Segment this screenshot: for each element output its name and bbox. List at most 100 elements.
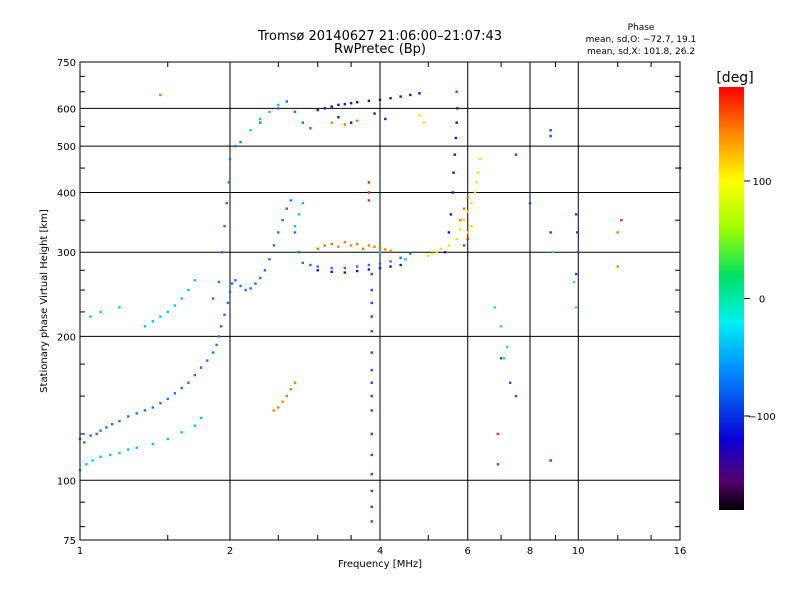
data-point: [466, 196, 469, 199]
data-point: [301, 201, 305, 205]
data-point: [343, 271, 347, 274]
data-point: [135, 446, 138, 449]
data-point: [343, 266, 347, 270]
data-point: [370, 288, 373, 292]
data-point: [370, 520, 373, 523]
data-point: [549, 459, 552, 462]
data-point: [281, 219, 284, 222]
data-point: [496, 463, 500, 466]
data-point: [496, 432, 500, 436]
data-point: [367, 263, 371, 267]
y-tick-label: 500: [57, 142, 76, 153]
colorbar-label: [deg]: [716, 70, 753, 86]
data-point: [127, 448, 130, 451]
data-point: [268, 258, 271, 261]
data-point: [151, 406, 155, 409]
data-point: [620, 219, 623, 222]
data-point: [370, 394, 373, 398]
data-point: [370, 330, 373, 333]
data-point: [239, 140, 242, 144]
data-point: [378, 262, 382, 265]
data-point: [205, 359, 209, 362]
x-tick-label: 4: [377, 546, 383, 557]
data-point: [574, 272, 578, 276]
data-point: [249, 287, 252, 290]
grid-lines: [80, 62, 680, 540]
colorbar: [719, 87, 744, 510]
data-point: [159, 315, 162, 318]
data-point: [447, 231, 451, 234]
data-point: [166, 397, 169, 401]
data-point: [293, 225, 297, 228]
data-point: [370, 489, 373, 493]
plot-frame: [79, 61, 681, 541]
data-point: [462, 219, 466, 222]
data-point: [370, 505, 373, 509]
phase-stats-o: mean, sd,O: −72.7, 19.1: [586, 35, 697, 45]
data-point: [217, 335, 221, 338]
data-point: [272, 409, 276, 412]
data-point: [159, 401, 162, 405]
data-point: [234, 144, 237, 148]
data-point: [297, 213, 301, 216]
data-point: [462, 207, 466, 210]
data-point: [435, 251, 438, 254]
data-point: [399, 263, 402, 267]
data-point: [389, 249, 392, 253]
data-point: [355, 265, 359, 268]
x-tick-label: 2: [227, 546, 233, 557]
x-axis-label: Frequency [MHz]: [338, 559, 422, 570]
data-point: [443, 251, 447, 254]
data-point: [499, 325, 503, 328]
data-point: [549, 128, 552, 132]
data-point: [99, 429, 102, 432]
data-point: [409, 93, 412, 97]
data-point: [227, 181, 231, 184]
data-point: [330, 121, 333, 124]
data-point: [225, 201, 228, 205]
data-point: [187, 381, 190, 384]
data-point: [355, 119, 359, 123]
colorbar-tick-label: 100: [752, 177, 771, 188]
data-point: [234, 279, 237, 282]
y-tick-label: 600: [57, 104, 76, 115]
data-point: [228, 290, 232, 293]
data-point: [373, 112, 376, 115]
y-tick-label: 400: [57, 188, 76, 199]
data-point: [418, 92, 421, 95]
data-point: [427, 254, 430, 257]
data-point: [451, 191, 455, 194]
data-point: [574, 213, 578, 216]
data-point: [268, 110, 271, 114]
data-point: [378, 98, 382, 102]
data-point: [293, 231, 297, 234]
data-point: [159, 93, 162, 97]
data-point: [373, 245, 376, 248]
data-point: [470, 201, 473, 205]
data-point: [418, 114, 421, 117]
data-point: [455, 121, 458, 124]
data-point: [475, 181, 478, 184]
data-point: [180, 431, 183, 434]
data-point: [343, 240, 347, 244]
data-point: [289, 199, 293, 202]
data-point: [355, 269, 359, 273]
data-point: [109, 453, 112, 457]
data-point: [343, 123, 347, 126]
data-point: [95, 432, 98, 436]
data-point: [259, 121, 262, 124]
data-point: [91, 459, 94, 462]
data-point: [151, 442, 155, 446]
data-point: [378, 246, 382, 250]
data-point: [367, 181, 371, 184]
data-point: [316, 269, 319, 272]
y-tick-label: 100: [57, 476, 76, 487]
data-point: [83, 441, 86, 444]
data-point: [127, 415, 130, 418]
data-point: [199, 416, 203, 420]
data-point: [384, 117, 387, 121]
data-point: [219, 325, 223, 328]
data-point: [323, 244, 327, 247]
data-point: [576, 231, 579, 234]
